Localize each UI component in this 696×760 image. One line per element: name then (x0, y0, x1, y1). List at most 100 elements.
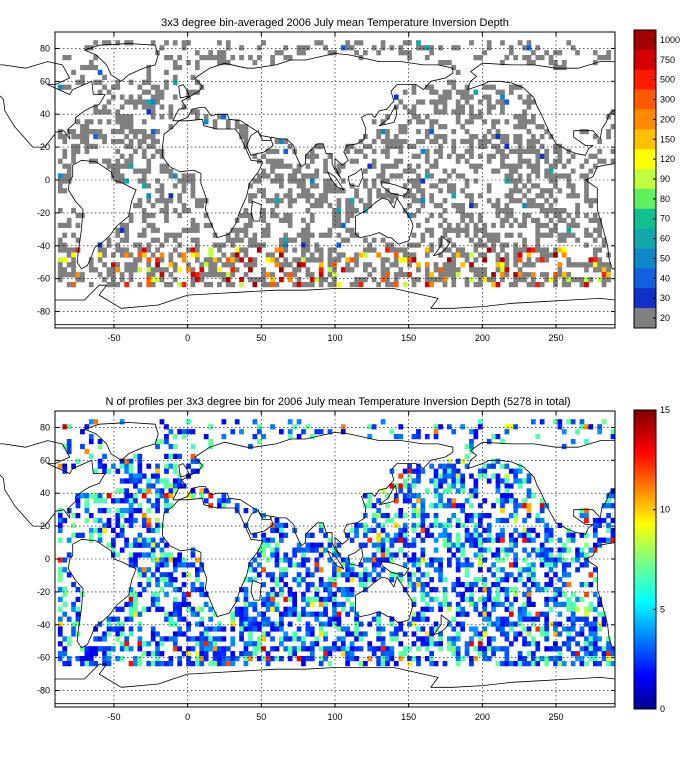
bot-data-cell (438, 493, 443, 499)
top-data-cell (411, 242, 417, 248)
top-data-cell (66, 282, 72, 288)
top-data-cell (111, 262, 116, 268)
bot-data-cell (451, 646, 457, 652)
bot-data-cell (150, 601, 156, 608)
bot-data-cell (504, 631, 510, 637)
top-data-cell (447, 222, 452, 229)
bot-data-cell (513, 631, 519, 637)
top-data-cell (407, 109, 412, 115)
bot-data-cell (66, 537, 72, 543)
bot-data-cell (526, 503, 532, 509)
top-data-cell (128, 114, 134, 120)
bot-data-cell (243, 596, 249, 603)
bot-data-cell (367, 646, 373, 652)
bot-data-cell (128, 478, 134, 484)
top-data-cell (570, 262, 576, 268)
top-data-cell (464, 193, 470, 199)
top-data-cell (561, 217, 567, 224)
bot-data-cell (155, 591, 160, 598)
bot-data-cell (438, 424, 443, 430)
bot-data-cell (358, 636, 364, 642)
top-data-cell (124, 158, 130, 164)
bot-data-cell (181, 429, 187, 435)
top-data-cell (66, 217, 72, 224)
bot-data-cell (522, 601, 527, 608)
bot-data-cell (429, 557, 435, 563)
top-data-cell (469, 94, 474, 100)
bot-data-cell (195, 656, 200, 662)
bot-data-cell (508, 493, 514, 499)
bot-data-cell (190, 661, 196, 667)
top-data-cell (526, 203, 532, 209)
bot-data-cell (172, 557, 178, 563)
bot-data-cell (332, 641, 337, 647)
top-data-cell (393, 262, 399, 268)
top-data-cell (367, 163, 373, 169)
bot-data-cell (305, 582, 311, 588)
bot-data-cell (301, 429, 306, 435)
top-data-cell (332, 257, 337, 263)
top-data-cell (93, 267, 99, 273)
bot-data-cell (477, 611, 483, 617)
bot-data-cell (579, 616, 585, 622)
top-data-cell (150, 94, 156, 100)
bot-data-cell (376, 547, 382, 553)
bot-data-cell (442, 522, 448, 529)
top-data-cell (597, 232, 603, 238)
top-data-cell (208, 55, 214, 61)
top-data-cell (115, 247, 121, 253)
bot-data-cell (385, 656, 390, 662)
bot-data-cell (482, 651, 488, 657)
bot-coastline-alaska_e (467, 440, 616, 535)
top-data-cell (71, 272, 76, 278)
bot-data-cell (482, 473, 488, 479)
bot-data-cell (327, 591, 333, 598)
top-data-cell (336, 212, 342, 219)
bot-x-tick-label: 0 (185, 712, 190, 722)
top-data-cell (570, 277, 576, 283)
bot-data-cell (252, 646, 258, 652)
bot-data-cell (371, 562, 377, 568)
bot-data-cell (270, 527, 275, 534)
bot-data-cell (305, 587, 311, 593)
bot-data-cell (363, 522, 368, 529)
top-data-cell (146, 267, 152, 273)
bot-data-cell (557, 601, 563, 608)
top-data-cell (451, 129, 457, 135)
top-data-cell (526, 119, 532, 125)
top-data-cell (566, 158, 572, 164)
bot-data-cell (491, 434, 496, 440)
top-data-cell (234, 124, 240, 130)
top-data-cell (336, 188, 342, 194)
bot-data-cell (137, 626, 143, 632)
bot-data-cell (305, 572, 311, 578)
top-data-cell (575, 237, 580, 243)
top-data-cell (128, 124, 134, 130)
bot-data-cell (190, 468, 196, 474)
bot-data-cell (504, 547, 510, 553)
top-data-cell (265, 257, 271, 263)
bot-data-cell (137, 503, 143, 509)
top-data-cell (349, 203, 355, 209)
bot-data-cell (111, 527, 116, 534)
top-data-cell (566, 183, 572, 189)
top-data-cell (243, 222, 249, 229)
bot-data-cell (119, 463, 125, 469)
top-data-cell (115, 129, 121, 135)
bot-data-cell (261, 601, 267, 608)
bot-data-cell (522, 527, 527, 534)
top-data-cell (553, 163, 558, 169)
top-data-cell (102, 262, 107, 268)
top-data-cell (305, 222, 311, 229)
bot-data-cell (433, 473, 439, 479)
bot-data-cell (504, 552, 510, 558)
bot-data-cell (243, 601, 249, 608)
bot-data-cell (513, 661, 519, 667)
bot-data-cell (177, 626, 183, 632)
top-data-cell (597, 257, 603, 263)
bot-data-cell (318, 611, 324, 617)
top-data-cell (283, 217, 289, 224)
top-data-cell (531, 272, 536, 278)
top-data-cell (195, 64, 200, 71)
bot-data-cell (539, 517, 545, 524)
